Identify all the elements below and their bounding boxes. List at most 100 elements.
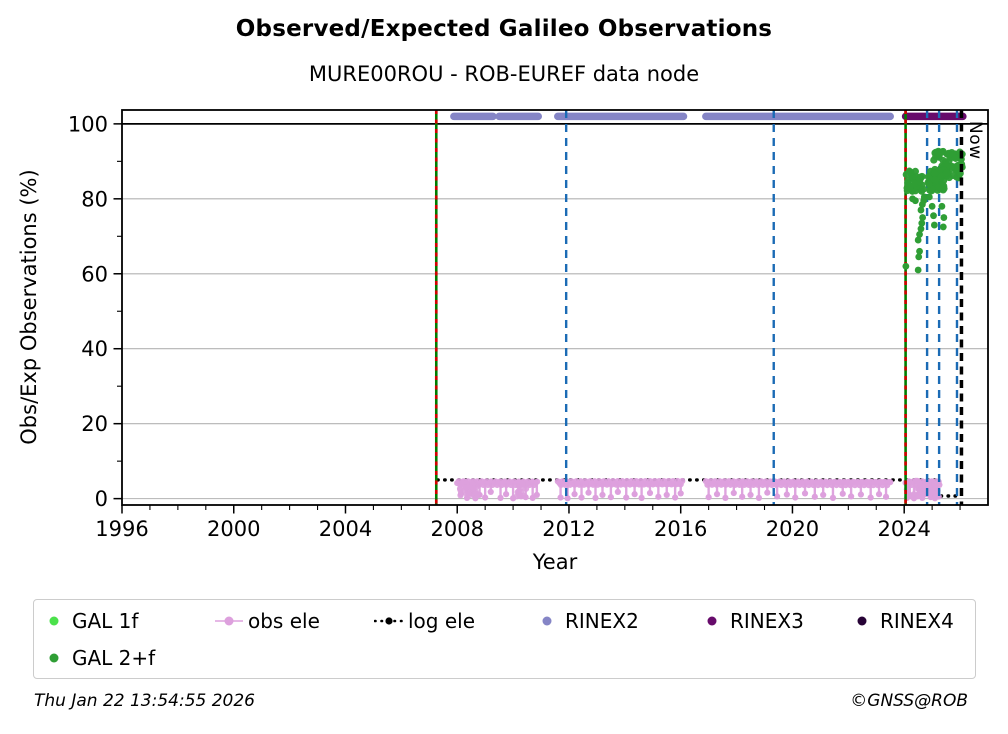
gal-1f-dot-icon <box>46 614 62 628</box>
obs-ele-point <box>473 490 481 498</box>
gal2f-point <box>939 182 947 190</box>
obs-ele-point <box>487 488 494 495</box>
legend-label: GAL 2+f <box>72 646 156 670</box>
obs-ele-point <box>503 491 510 498</box>
rinex4-dot-icon <box>854 614 870 628</box>
x-tick-label: 1996 <box>95 517 148 541</box>
obs-ele-point <box>497 494 504 501</box>
gal2f-point <box>906 168 915 176</box>
rinex2-dot-icon <box>539 614 555 628</box>
gal2f-point <box>914 236 922 244</box>
obs-ele-point <box>839 490 846 497</box>
x-tick-label: 2012 <box>542 517 595 541</box>
obs-ele-point <box>663 491 670 498</box>
gal2f-point <box>916 247 923 255</box>
y-axis-label: Obs/Exp Observations (%) <box>17 169 41 445</box>
legend-label: RINEX4 <box>880 609 954 633</box>
gal2f-point <box>939 223 947 231</box>
y-tick-label: 0 <box>95 487 108 511</box>
obs-ele-point <box>730 489 737 497</box>
obs-ele-point <box>764 489 771 496</box>
obs-ele-point <box>931 482 939 490</box>
obs-ele-point <box>932 493 939 500</box>
obs-ele-point <box>705 494 712 501</box>
obs-ele-point <box>482 494 489 501</box>
obs-ele-point <box>607 494 614 501</box>
gal2f-point <box>931 169 939 178</box>
obs-ele-point <box>801 490 809 497</box>
gal2f-point <box>920 193 928 201</box>
gal2f-point <box>917 206 925 214</box>
obs-ele-point <box>755 494 763 501</box>
y-tick-label: 20 <box>81 412 108 436</box>
x-tick-label: 2020 <box>766 517 819 541</box>
obs-ele-point <box>905 478 913 485</box>
obs-ele-point <box>457 486 464 494</box>
obs-ele-point <box>848 493 855 500</box>
plot-area: 1996 2000 2004 2008 2012 2016 2020 2024 0 20 40 60 8… <box>68 109 989 541</box>
legend-item-rinex4: RINEX4 <box>854 608 954 634</box>
obs-ele-point <box>599 491 606 498</box>
obs-ele-point <box>820 491 827 498</box>
gal2f-point <box>945 156 953 164</box>
obs-ele-point <box>457 492 464 499</box>
gal2f-point <box>925 180 933 188</box>
obs-ele-point <box>534 478 541 485</box>
gal2f-point <box>943 169 951 177</box>
legend-item-gal-2-f: GAL 2+f <box>46 645 155 671</box>
obs-ele-point <box>722 494 729 501</box>
obs-ele-point <box>672 494 679 501</box>
obs-ele-point <box>811 493 818 500</box>
x-tick-label: 2024 <box>877 517 930 541</box>
obs-ele-point <box>887 479 894 486</box>
y-tick-label: 80 <box>81 187 108 211</box>
obs-ele-point <box>585 489 592 496</box>
gal2f-point <box>930 212 937 220</box>
gal2f-point <box>914 266 922 274</box>
obs-ele-point <box>916 487 923 494</box>
gal2f-point <box>916 231 923 238</box>
gal2f-point <box>917 225 925 233</box>
legend-item-rinex2: RINEX2 <box>539 608 639 634</box>
gal2f-point <box>916 178 924 186</box>
chart-title: Observed/Expected Galileo Observations <box>235 16 773 42</box>
obs-ele-point <box>623 494 630 501</box>
legend-item-log-ele: log ele <box>374 608 475 634</box>
obs-ele-point <box>470 485 477 492</box>
gal2f-point <box>930 221 938 229</box>
obs-ele-point <box>524 480 531 488</box>
gal2f-point <box>915 253 923 261</box>
gal-2-f-dot-icon <box>46 651 62 665</box>
obs-ele-point <box>773 493 781 500</box>
obs-ele-point <box>646 489 654 497</box>
obs-ele-point <box>677 490 684 497</box>
obs-ele-point <box>679 477 686 485</box>
gal2f-point <box>952 154 960 162</box>
rinex3-dot-icon <box>704 614 720 628</box>
now-annotation: Now <box>965 121 985 160</box>
gal2f-point <box>919 214 927 221</box>
copyright-credit: ©GNSS@ROB <box>850 691 968 711</box>
gal2f-point <box>938 202 946 210</box>
obs-ele-point <box>564 495 571 502</box>
gal2f-point <box>931 175 940 184</box>
legend: GAL 1f obs ele log ele RINEX2 RINEX3 RINEX4 GA… <box>33 599 976 679</box>
gal2f-point <box>940 214 948 221</box>
gal2f-point <box>925 193 933 201</box>
obs-ele-point <box>578 494 585 501</box>
chart-subtitle: MURE00ROU - ROB-EUREF data node <box>308 62 700 86</box>
legend-item-obs-ele: obs ele <box>214 608 320 634</box>
obs-ele-point <box>882 493 890 500</box>
y-tick-label: 100 <box>68 112 108 136</box>
plot-timestamp: Thu Jan 22 13:54:55 2026 <box>34 691 255 711</box>
legend-label: GAL 1f <box>72 609 139 633</box>
gal2f-point <box>911 197 919 205</box>
x-axis-label: Year <box>532 550 578 574</box>
legend-label: obs ele <box>248 609 320 633</box>
legend-item-rinex3: RINEX3 <box>704 608 804 634</box>
y-tick-label: 40 <box>81 337 108 361</box>
obs-ele-point <box>747 491 754 498</box>
gal2f-point <box>934 148 942 156</box>
obs-ele-line-dot-icon <box>214 614 244 628</box>
